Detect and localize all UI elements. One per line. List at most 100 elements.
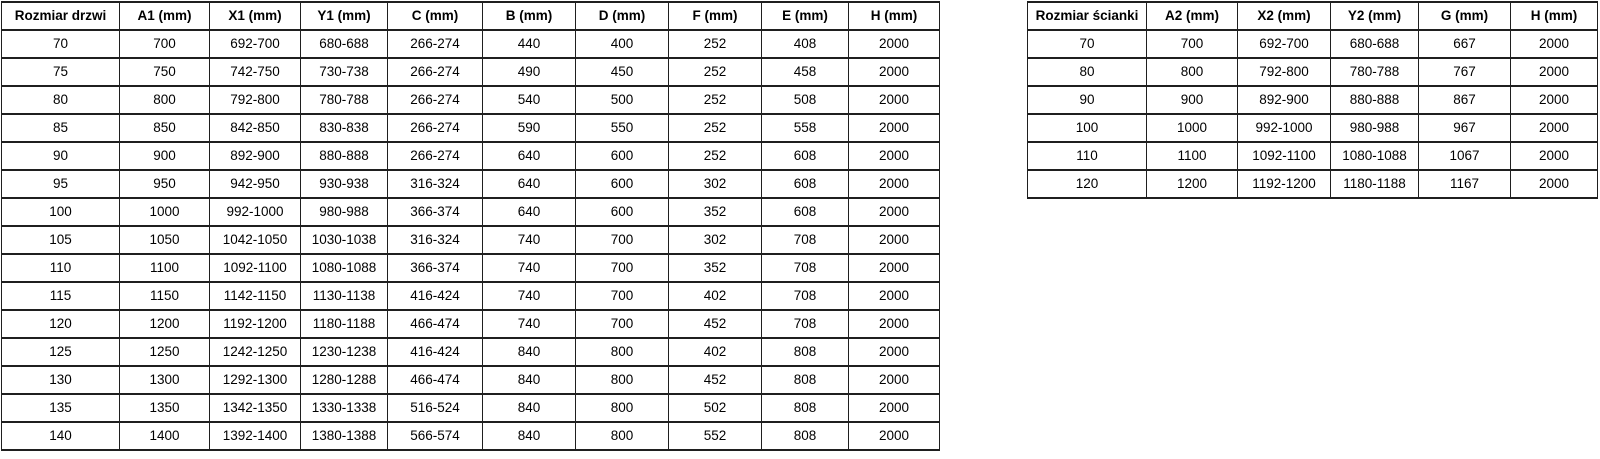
column-header: F (mm) (668, 1, 762, 31)
table-cell: 266-274 (387, 57, 483, 87)
table-cell: 692-700 (1237, 29, 1331, 59)
table-cell: 140 (1, 421, 120, 451)
column-header: E (mm) (761, 1, 849, 31)
table-cell: 992-1000 (1237, 113, 1331, 143)
table-cell: 840 (482, 421, 576, 451)
table-row: 105 1050 1042-1050 1030-1038 316-324 740 700 30… (1, 225, 940, 255)
table-cell: 892-900 (1237, 85, 1331, 115)
table-cell: 550 (575, 113, 669, 143)
table-cell: 416-424 (387, 281, 483, 311)
table-cell: 2000 (848, 365, 940, 395)
column-header: Rozmiar drzwi (1, 1, 120, 31)
table-cell: 1030-1038 (300, 225, 388, 255)
table-cell: 730-738 (300, 57, 388, 87)
table-cell: 1330-1338 (300, 393, 388, 423)
table-cell: 967 (1418, 113, 1511, 143)
table-cell: 1180-1188 (1330, 169, 1419, 199)
table-cell: 880-888 (1330, 85, 1419, 115)
table-cell: 608 (761, 141, 849, 171)
table-cell: 640 (482, 169, 576, 199)
table-cell: 252 (668, 85, 762, 115)
column-header: H (mm) (1510, 1, 1598, 31)
table-cell: 1000 (1146, 113, 1238, 143)
column-header: Y2 (mm) (1330, 1, 1419, 31)
table-row: 115 1150 1142-1150 1130-1138 416-424 740 700 40… (1, 281, 940, 311)
table-cell: 600 (575, 169, 669, 199)
table-cell: 808 (761, 365, 849, 395)
table-row: 135 1350 1342-1350 1330-1338 516-524 840 800 50… (1, 393, 940, 423)
table-cell: 800 (1146, 57, 1238, 87)
table-cell: 452 (668, 309, 762, 339)
table-cell: 742-750 (209, 57, 301, 87)
table-row: 70 700 692-700 680-688 266-274 440 400 252 408 20… (1, 29, 940, 59)
table-cell: 466-474 (387, 309, 483, 339)
table-row: 100 1000 992-1000 980-988 967 2000 (1027, 113, 1598, 143)
table-cell: 1300 (119, 365, 210, 395)
table-cell: 900 (1146, 85, 1238, 115)
table-cell: 900 (119, 141, 210, 171)
table-cell: 600 (575, 141, 669, 171)
table-cell: 808 (761, 393, 849, 423)
wall-sizes-table-header: Rozmiar ścianki A2 (mm) X2 (mm) Y2 (mm) G (m… (1027, 1, 1598, 31)
table-cell: 110 (1, 253, 120, 283)
table-cell: 1167 (1418, 169, 1511, 199)
column-header: X1 (mm) (209, 1, 301, 31)
table-cell: 458 (761, 57, 849, 87)
table-row: 110 1100 1092-1100 1080-1088 1067 2000 (1027, 141, 1598, 171)
table-cell: 402 (668, 281, 762, 311)
table-cell: 302 (668, 169, 762, 199)
table-cell: 708 (761, 225, 849, 255)
table-row: 90 900 892-900 880-888 867 2000 (1027, 85, 1598, 115)
table-cell: 892-900 (209, 141, 301, 171)
table-cell: 266-274 (387, 113, 483, 143)
table-cell: 800 (119, 85, 210, 115)
door-sizes-table: Rozmiar drzwi A1 (mm) X1 (mm) Y1 (mm) C (mm)… (1, 1, 940, 451)
table-cell: 416-424 (387, 337, 483, 367)
table-cell: 942-950 (209, 169, 301, 199)
header-row: Rozmiar ścianki A2 (mm) X2 (mm) Y2 (mm) G (m… (1027, 1, 1598, 31)
table-cell: 130 (1, 365, 120, 395)
table-cell: 640 (482, 197, 576, 227)
table-cell: 502 (668, 393, 762, 423)
table-cell: 70 (1, 29, 120, 59)
table-cell: 558 (761, 113, 849, 143)
table-cell: 2000 (848, 57, 940, 87)
table-cell: 808 (761, 421, 849, 451)
table-cell: 2000 (1510, 169, 1598, 199)
table-cell: 792-800 (209, 85, 301, 115)
table-cell: 266-274 (387, 141, 483, 171)
table-cell: 508 (761, 85, 849, 115)
table-cell: 830-838 (300, 113, 388, 143)
table-row: 120 1200 1192-1200 1180-1188 466-474 740 700 45… (1, 309, 940, 339)
table-cell: 516-524 (387, 393, 483, 423)
table-cell: 700 (575, 225, 669, 255)
table-cell: 105 (1, 225, 120, 255)
column-header: A2 (mm) (1146, 1, 1238, 31)
table-cell: 808 (761, 337, 849, 367)
table-cell: 2000 (848, 85, 940, 115)
table-cell: 867 (1418, 85, 1511, 115)
table-cell: 800 (575, 421, 669, 451)
table-cell: 1392-1400 (209, 421, 301, 451)
table-cell: 252 (668, 57, 762, 87)
column-header: A1 (mm) (119, 1, 210, 31)
table-cell: 750 (119, 57, 210, 87)
table-cell: 100 (1, 197, 120, 227)
table-cell: 1230-1238 (300, 337, 388, 367)
table-cell: 352 (668, 197, 762, 227)
table-row: 70 700 692-700 680-688 667 2000 (1027, 29, 1598, 59)
table-cell: 980-988 (1330, 113, 1419, 143)
table-cell: 1192-1200 (1237, 169, 1331, 199)
table-row: 120 1200 1192-1200 1180-1188 1167 2000 (1027, 169, 1598, 199)
column-header: H (mm) (848, 1, 940, 31)
table-cell: 302 (668, 225, 762, 255)
table-cell: 1080-1088 (300, 253, 388, 283)
table-cell: 316-324 (387, 169, 483, 199)
table-cell: 992-1000 (209, 197, 301, 227)
table-cell: 75 (1, 57, 120, 87)
table-cell: 840 (482, 337, 576, 367)
table-cell: 1000 (119, 197, 210, 227)
table-cell: 490 (482, 57, 576, 87)
table-cell: 2000 (848, 309, 940, 339)
table-cell: 1400 (119, 421, 210, 451)
